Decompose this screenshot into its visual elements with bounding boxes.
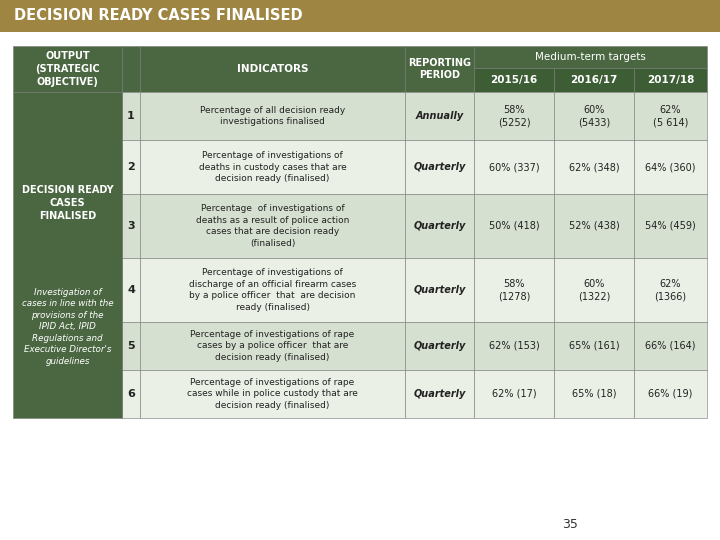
Bar [405,46,474,92]
Text: Percentage of investigations of
discharge of an official firearm cases
by a poli: Percentage of investigations of discharg… [189,268,356,312]
Text: DECISION READY CASES FINALISED: DECISION READY CASES FINALISED [14,9,302,24]
Bar [140,92,405,140]
Bar [474,92,554,140]
Bar [474,370,554,418]
Bar [634,92,707,140]
Bar [474,46,707,68]
Bar [554,370,634,418]
Text: DECISION READY
CASES
FINALISED: DECISION READY CASES FINALISED [22,185,113,221]
Text: 35: 35 [562,517,578,530]
Bar [122,194,140,258]
Text: Quarterly: Quarterly [413,221,466,231]
Text: Percentage of investigations of rape
cases by a police officer  that are
decisio: Percentage of investigations of rape cas… [190,330,355,362]
Text: 62%
(1366): 62% (1366) [654,279,687,301]
Bar [405,322,474,370]
Bar [140,140,405,194]
Bar [634,258,707,322]
Bar [474,194,554,258]
Bar [0,0,720,32]
Text: 60%
(1322): 60% (1322) [578,279,610,301]
Text: Quarterly: Quarterly [413,162,466,172]
Text: 66% (19): 66% (19) [648,389,693,399]
Text: 5: 5 [127,341,135,351]
Text: 54% (459): 54% (459) [645,221,696,231]
Text: 1: 1 [127,111,135,121]
Bar [634,68,707,92]
Bar [405,92,474,140]
Text: 3: 3 [127,221,135,231]
Bar [122,258,140,322]
Bar [122,370,140,418]
Bar [554,92,634,140]
Bar [405,140,474,194]
Bar [140,46,405,92]
Bar [122,92,140,140]
Text: 64% (360): 64% (360) [645,162,696,172]
Text: 62% (153): 62% (153) [489,341,539,351]
Text: 60%
(5433): 60% (5433) [578,105,610,127]
Bar [554,322,634,370]
Bar [634,140,707,194]
Bar [634,322,707,370]
Bar [140,322,405,370]
Bar [122,322,140,370]
Text: Percentage of all decision ready
investigations finalised: Percentage of all decision ready investi… [200,106,345,126]
Text: Percentage  of investigations of
deaths as a result of police action
cases that : Percentage of investigations of deaths a… [196,204,349,248]
Text: 58%
(1278): 58% (1278) [498,279,530,301]
Bar [554,140,634,194]
Text: 65% (161): 65% (161) [569,341,619,351]
Text: Percentage of investigations of
deaths in custody cases that are
decision ready : Percentage of investigations of deaths i… [199,151,346,183]
Text: 50% (418): 50% (418) [489,221,539,231]
Bar [474,140,554,194]
Text: Medium-term targets: Medium-term targets [535,52,646,62]
Bar [474,322,554,370]
Text: REPORTING
PERIOD: REPORTING PERIOD [408,58,471,80]
Text: Investigation of
cases in line with the
provisions of the
IPID Act, IPID
Regulat: Investigation of cases in line with the … [22,288,113,366]
Text: Annually: Annually [415,111,464,121]
Bar [405,258,474,322]
Bar [122,140,140,194]
Text: Percentage of investigations of rape
cases while in police custody that are
deci: Percentage of investigations of rape cas… [187,378,358,410]
Bar [140,194,405,258]
Text: 65% (18): 65% (18) [572,389,616,399]
Bar [554,258,634,322]
Text: 52% (438): 52% (438) [569,221,619,231]
Text: Quarterly: Quarterly [413,389,466,399]
Bar [140,258,405,322]
Bar [634,370,707,418]
Text: 6: 6 [127,389,135,399]
Text: OUTPUT
(STRATEGIC
OBJECTIVE): OUTPUT (STRATEGIC OBJECTIVE) [35,51,100,87]
Text: 2015/16: 2015/16 [490,75,538,85]
Text: Quarterly: Quarterly [413,341,466,351]
Text: 62% (348): 62% (348) [569,162,619,172]
Bar [405,194,474,258]
Text: 60% (337): 60% (337) [489,162,539,172]
Text: 4: 4 [127,285,135,295]
Bar [474,68,554,92]
Bar [474,258,554,322]
Text: INDICATORS: INDICATORS [237,64,308,74]
Bar [13,92,122,418]
Text: Quarterly: Quarterly [413,285,466,295]
Bar [554,194,634,258]
Text: 62% (17): 62% (17) [492,389,536,399]
Text: 58%
(5252): 58% (5252) [498,105,531,127]
Bar [634,194,707,258]
Text: 66% (164): 66% (164) [645,341,696,351]
Text: 2: 2 [127,162,135,172]
Text: 2016/17: 2016/17 [570,75,618,85]
Bar [140,370,405,418]
Bar [122,46,140,92]
Text: 62%
(5 614): 62% (5 614) [653,105,688,127]
Bar [554,68,634,92]
Bar [405,370,474,418]
Text: 2017/18: 2017/18 [647,75,694,85]
Bar [13,46,122,92]
